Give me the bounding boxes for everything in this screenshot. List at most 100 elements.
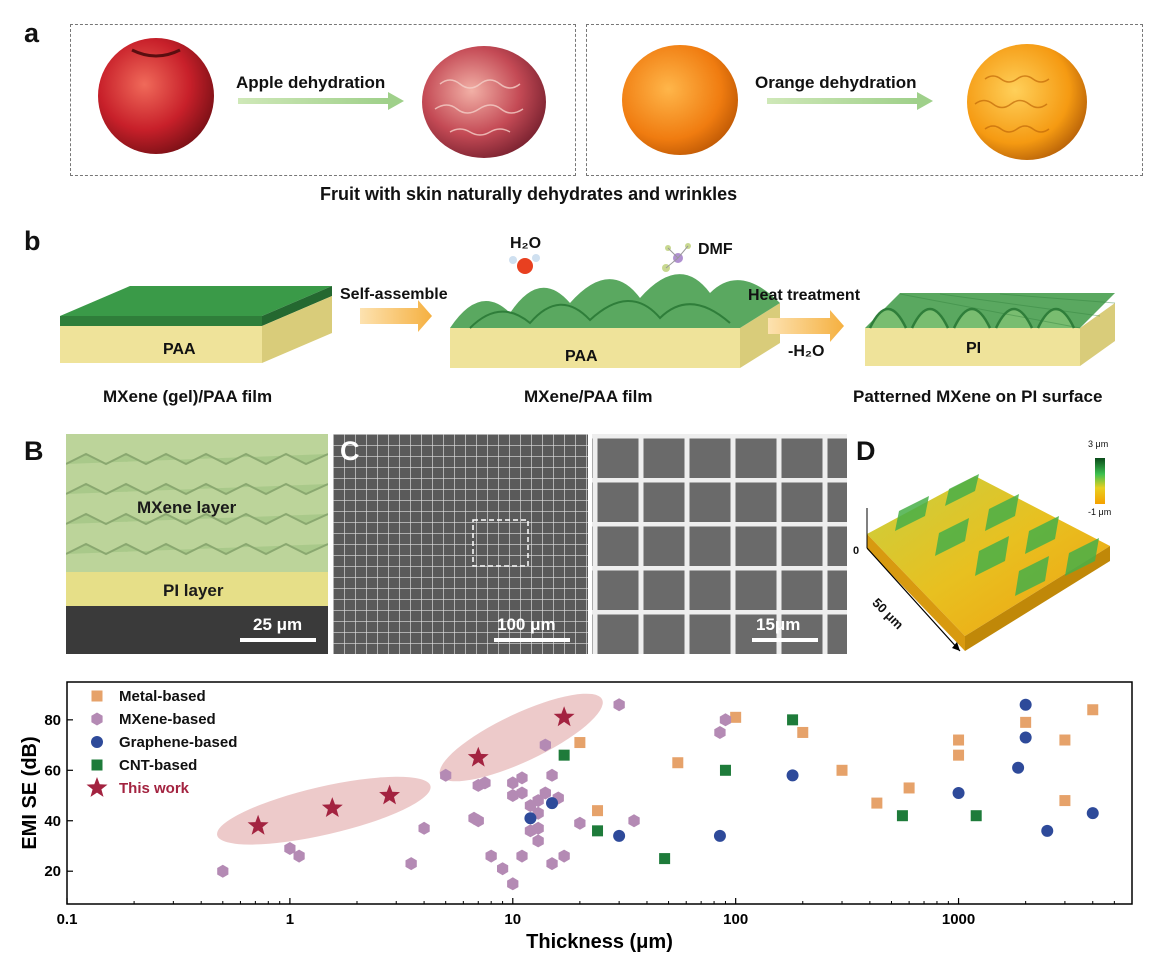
mxene-based-point (507, 789, 519, 802)
cnt-based-point (970, 810, 982, 822)
cnt-based-point (787, 714, 799, 726)
cross-section-sem-image (66, 434, 328, 654)
legend-marker-graphene-based (91, 736, 103, 748)
legend-marker-mxene-based (91, 712, 103, 726)
metal-based-point (1059, 734, 1071, 746)
scale-bar-B (240, 638, 316, 642)
legend-label-metal-based: Metal-based (119, 688, 206, 705)
metal-based-point (953, 734, 965, 746)
legend-marker-this-work (86, 777, 108, 797)
wrinkled-mxene-paa-film-icon (450, 274, 780, 368)
mxene-based-point (532, 821, 544, 835)
emi-se-scatter-chart: 0.1 1 10 100 1000 20 40 60 80 Thickness (μm) EMI S… (19, 681, 1133, 953)
graphene-based-point (786, 769, 799, 782)
cnt-based-point (592, 825, 604, 837)
mxene-based-point (418, 821, 430, 835)
metal-based-point (1059, 795, 1071, 807)
mxene-based-point (516, 786, 528, 800)
metal-based-point (836, 764, 848, 776)
dried-apple-icon (422, 46, 546, 158)
graphene-based-point (1012, 761, 1025, 774)
graphene-based-point (1019, 731, 1032, 744)
cnt-based-point (659, 853, 671, 865)
metal-based-point (953, 749, 965, 761)
mxene-based-point (440, 768, 452, 782)
x-tick-label: 1 (286, 911, 294, 928)
orange-frame (586, 24, 1143, 176)
legend-label-cnt-based: CNT-based (119, 757, 197, 774)
mxene-based-point (558, 849, 570, 863)
dmf-molecule-icon (662, 243, 691, 272)
fresh-apple-icon (98, 38, 214, 154)
scale-label-C-right: 15μm (756, 615, 801, 634)
graphene-based-point (613, 829, 626, 842)
legend-label-graphene-based: Graphene-based (119, 734, 237, 751)
mxene-based-point (497, 862, 509, 876)
this-work-point (321, 797, 343, 817)
mxene-based-point (532, 834, 544, 848)
scale-bar-C-right (752, 638, 818, 642)
panel-D-label: D (856, 436, 876, 466)
this-work-point (553, 706, 575, 727)
scale-bar-C-left (494, 638, 570, 642)
panel-B-label: B (24, 436, 44, 466)
metal-based-point (1087, 704, 1099, 716)
mxene-based-point (714, 726, 726, 739)
fresh-orange-icon (622, 45, 738, 155)
scale-label-B: 25 μm (253, 615, 303, 634)
colorbar-bottom-label: -1 μm (1088, 507, 1112, 517)
mxene-based-point (516, 849, 528, 863)
mxene-based-point (516, 771, 528, 785)
metal-based-point (672, 757, 684, 769)
legend-marker-cnt-based (91, 759, 103, 771)
mxene-based-point (628, 814, 640, 828)
x-axis-title: Thickness (μm) (526, 931, 673, 953)
cnt-based-point (558, 749, 570, 761)
mxene-based-point (284, 842, 296, 855)
water-label: H₂O (510, 235, 542, 252)
step2-caption: MXene/PAA film (524, 387, 653, 406)
mxene-based-point (574, 816, 586, 830)
orange-dehydration-label: Orange dehydration (755, 73, 917, 92)
y-tick-label: 20 (44, 863, 61, 880)
fruit-illustrations (98, 38, 1087, 160)
graphene-based-point (1086, 807, 1099, 820)
graphene-based-point (1041, 824, 1054, 837)
graphene-based-point (1019, 698, 1032, 711)
mxene-based-point (532, 794, 544, 808)
mxene-based-point (546, 768, 558, 782)
panel-b-label: b (24, 226, 41, 256)
mxene-based-point (719, 713, 732, 727)
panel-C-label: C (340, 436, 360, 466)
dried-orange-icon (967, 44, 1087, 160)
y-tick-label: 40 (44, 813, 61, 830)
colorbar-top-label: 3 μm (1088, 439, 1109, 449)
mxene-based-point (539, 786, 551, 800)
mxene-based-point (479, 776, 491, 790)
self-assemble-label: Self-assemble (340, 286, 448, 303)
this-work-point (467, 746, 489, 767)
legend-label-mxene-based: MXene-based (119, 711, 216, 728)
metal-based-point (903, 782, 915, 794)
y-tick-label: 80 (44, 712, 61, 729)
metal-based-point (574, 737, 586, 749)
mxene-layer-label: MXene layer (137, 498, 237, 517)
graphene-based-point (952, 787, 965, 799)
step3-caption: Patterned MXene on PI surface (853, 387, 1103, 406)
mxene-based-point (539, 738, 551, 752)
apple-frame (70, 24, 576, 176)
mxene-based-point (507, 776, 519, 790)
mxene-based-point (405, 857, 417, 871)
step1-film-label: PAA (163, 341, 196, 358)
legend-marker-metal-based (91, 690, 103, 702)
mxene-based-point (546, 857, 558, 871)
x-tick-label: 1000 (942, 911, 975, 928)
mxene-based-point (293, 849, 305, 863)
water-removal-label: -H₂O (788, 343, 825, 360)
metal-based-point (1020, 716, 1032, 728)
water-molecule-icon (509, 254, 540, 274)
y-axis-title: EMI SE (dB) (19, 736, 41, 849)
z-axis-zero-label: 0 (853, 545, 860, 557)
metal-based-point (871, 797, 883, 809)
apple-dehydration-label: Apple dehydration (236, 73, 386, 92)
